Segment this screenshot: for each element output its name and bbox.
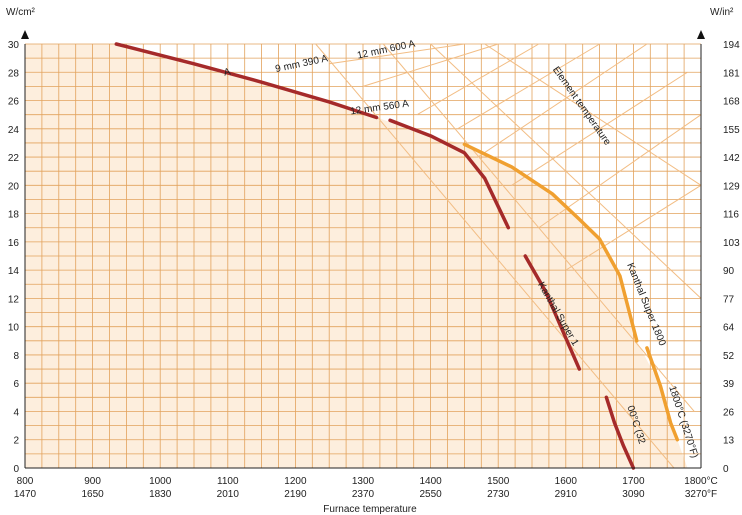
x-tick-label-fahrenheit: 2370 (352, 489, 375, 500)
y-tick-label-right: 77 (723, 294, 735, 305)
series-curves (114, 42, 680, 470)
y-tick-label-left: 10 (8, 323, 20, 334)
x-tick-label-celsius: 1000 (149, 476, 172, 487)
element-temperature-guide-line (329, 43, 465, 65)
y-tick-label-right: 103 (723, 238, 740, 249)
y-tick-label-right: 116 (723, 210, 739, 221)
y-tick-label-right: 13 (723, 436, 735, 447)
y-axis-left-title: W/cm² (6, 7, 36, 18)
y-tick-label-left: 28 (8, 68, 20, 79)
element-temperature-guide-line (362, 43, 499, 87)
y-tick-label-left: 4 (13, 407, 19, 418)
y-tick-label-right: 26 (723, 407, 735, 418)
y-tick-label-left: 12 (8, 294, 20, 305)
x-tick-label-celsius: 1500 (487, 476, 510, 487)
annotation-label: A (223, 67, 232, 79)
y-tick-label-right: 194 (723, 40, 740, 51)
y-tick-label-left: 30 (8, 40, 20, 51)
series-line (462, 142, 639, 343)
y-tick-label-left: 26 (8, 97, 20, 108)
x-tick-label-fahrenheit: 3090 (622, 489, 645, 500)
y-tick-label-left: 22 (8, 153, 20, 164)
x-tick-label-fahrenheit: 2910 (555, 489, 578, 500)
y-tick-label-left: 0 (13, 464, 19, 475)
axes: W/cm² W/in² Furnace temperature (6, 7, 734, 515)
x-tick-label-celsius: 800 (17, 476, 34, 487)
y-tick-label-right: 142 (723, 153, 740, 164)
x-tick-label-fahrenheit: 3270°F (685, 489, 717, 500)
element-temperature-guide-line (416, 43, 540, 116)
y-tick-label-left: 8 (13, 351, 19, 362)
annotation-label: Element temperature (550, 65, 613, 148)
x-tick-label-fahrenheit: 1650 (81, 489, 104, 500)
element-temperature-guide-line (315, 43, 675, 469)
x-axis-title: Furnace temperature (323, 504, 417, 515)
y-tick-label-right: 52 (723, 351, 735, 362)
element-temperature-guide-line (511, 71, 688, 186)
x-tick-label-celsius: 1200 (284, 476, 307, 487)
y-tick-label-left: 2 (13, 436, 19, 447)
y-axis-right-arrow-icon (697, 30, 705, 39)
y-tick-label-left: 6 (13, 379, 19, 390)
x-tick-label-fahrenheit: 2550 (419, 489, 442, 500)
y-tick-label-right: 155 (723, 125, 740, 136)
y-tick-label-left: 18 (8, 210, 20, 221)
annotation-label: 9 mm 390 A (274, 53, 329, 75)
x-tick-label-celsius: 1400 (419, 476, 442, 487)
element-temperature-guide-line (457, 43, 600, 130)
x-tick-label-celsius: 900 (84, 476, 101, 487)
element-temperature-guide-line (484, 43, 702, 186)
y-axis-left-arrow-icon (21, 30, 29, 39)
tick-labels: 8001470900165010001830110020101200219013… (8, 40, 740, 500)
x-tick-label-fahrenheit: 1830 (149, 489, 172, 500)
y-tick-label-right: 64 (723, 323, 735, 334)
series-line (114, 42, 379, 120)
y-tick-label-right: 181 (723, 68, 740, 79)
y-tick-label-right: 0 (723, 464, 729, 475)
series-line (388, 118, 511, 230)
series-line (604, 395, 636, 470)
series-line (645, 346, 680, 442)
x-tick-label-celsius: 1100 (217, 476, 239, 487)
y-tick-label-left: 16 (8, 238, 20, 249)
x-tick-label-celsius: 1600 (555, 476, 578, 487)
y-tick-label-left: 20 (8, 181, 20, 192)
element-temperature-guide-line (477, 43, 648, 158)
x-tick-label-fahrenheit: 2010 (217, 489, 240, 500)
y-axis-right-title: W/in² (710, 7, 734, 18)
x-tick-label-celsius: 1700 (622, 476, 645, 487)
x-tick-label-fahrenheit: 2730 (487, 489, 510, 500)
x-tick-label-fahrenheit: 1470 (14, 489, 37, 500)
x-tick-label-celsius: 1300 (352, 476, 375, 487)
element-temperature-guide-line (565, 184, 702, 271)
y-tick-label-right: 39 (723, 379, 735, 390)
x-tick-label-fahrenheit: 2190 (284, 489, 307, 500)
x-tick-label-celsius: 1800°C (684, 476, 717, 487)
y-tick-label-right: 90 (723, 266, 735, 277)
element-temperature-guide-line (430, 43, 702, 299)
y-tick-label-left: 14 (8, 266, 20, 277)
y-tick-label-left: 24 (8, 125, 20, 136)
series-line (523, 254, 582, 371)
y-tick-label-right: 129 (723, 181, 740, 192)
y-tick-label-right: 168 (723, 97, 740, 108)
